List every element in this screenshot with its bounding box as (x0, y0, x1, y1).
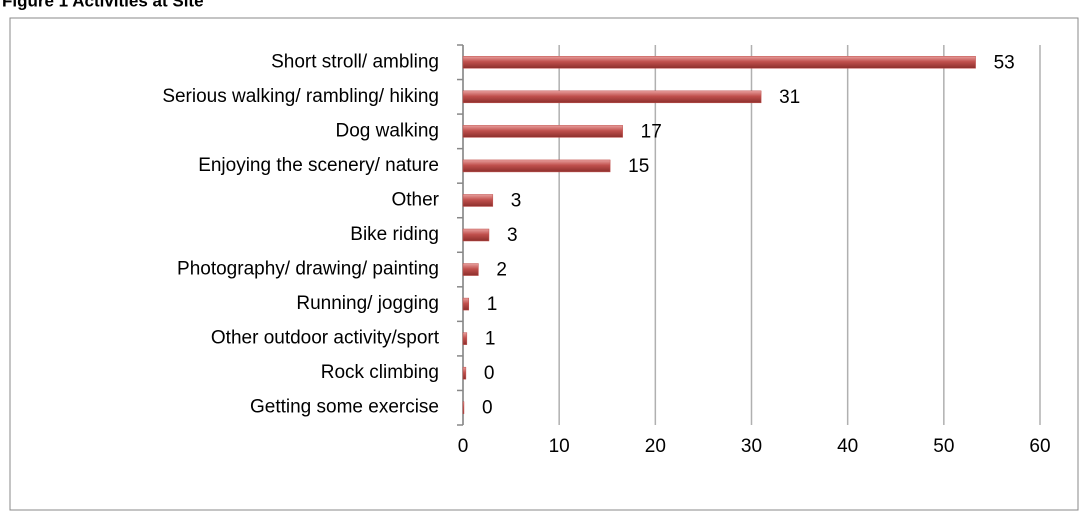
y-tick-label: Rock climbing (321, 362, 439, 383)
bar (462, 228, 490, 242)
bar (462, 332, 468, 345)
y-tick-label: Short stroll/ ambling (271, 51, 439, 72)
y-tick-label: Running/ jogging (296, 293, 439, 314)
y-tick-label: Other outdoor activity/sport (211, 328, 440, 349)
y-tick-label: Getting some exercise (250, 397, 439, 418)
data-label: 3 (507, 225, 518, 246)
data-label: 2 (496, 260, 507, 281)
y-tick-label: Enjoying the scenery/ nature (198, 155, 439, 176)
chart-title: Figure 1 Activities at Site (2, 0, 204, 10)
bar (462, 90, 762, 104)
x-tick-label: 10 (549, 436, 570, 457)
x-tick-label: 0 (458, 436, 469, 457)
y-tick-label: Serious walking/ rambling/ hiking (162, 86, 439, 107)
y-tick-label: Photography/ drawing/ painting (177, 259, 439, 280)
data-label: 0 (482, 398, 493, 419)
data-label: 3 (511, 190, 522, 211)
y-tick-label: Other (391, 189, 439, 210)
data-label: 31 (779, 87, 800, 108)
data-label: 1 (485, 329, 496, 350)
x-tick-label: 20 (645, 436, 666, 457)
data-label: 53 (994, 52, 1015, 73)
data-label: 0 (484, 363, 495, 384)
x-tick-label: 60 (1029, 436, 1050, 457)
bar (462, 194, 494, 207)
x-tick-label: 40 (837, 436, 858, 457)
y-tick-label: Dog walking (336, 120, 440, 141)
bar (462, 56, 976, 69)
bar (462, 159, 611, 173)
bar (462, 263, 479, 276)
bar (462, 125, 623, 138)
data-label: 15 (628, 156, 649, 177)
x-tick-label: 30 (741, 436, 762, 457)
x-tick-label: 50 (933, 436, 954, 457)
bar (462, 297, 470, 311)
y-tick-label: Bike riding (350, 224, 439, 245)
data-label: 1 (487, 294, 498, 315)
data-label: 17 (641, 121, 662, 142)
bar (462, 366, 467, 380)
bar (462, 401, 465, 414)
